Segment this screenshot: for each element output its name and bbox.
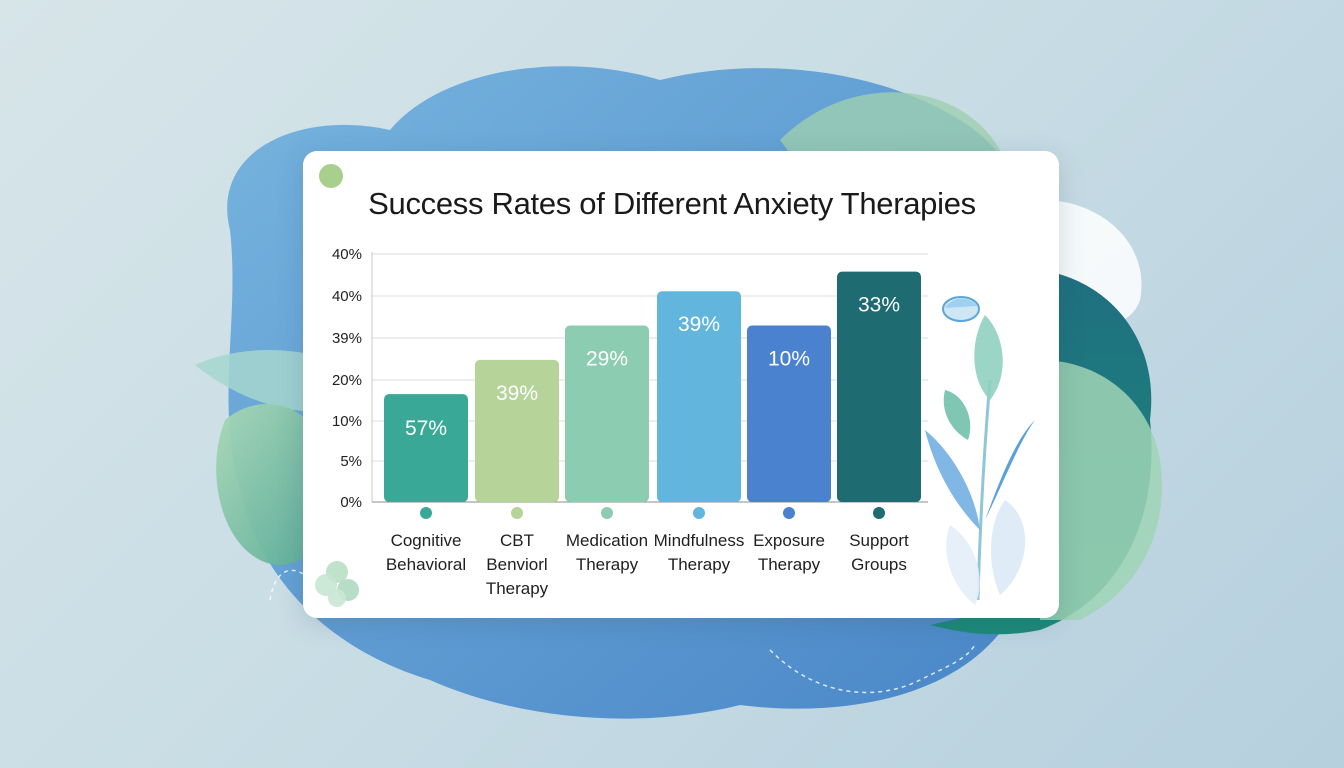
flower-icon [315, 561, 359, 607]
left-green-blob [216, 404, 331, 566]
y-tick-label: 0% [340, 494, 362, 511]
category-dot [873, 507, 885, 519]
x-tick-label-line: Therapy [485, 579, 549, 598]
bars: 57% 39% 29% 39% 10% 33% [384, 271, 921, 502]
x-tick-label-line: Exposure [753, 531, 825, 550]
x-tick-label-line: Therapy [757, 555, 821, 574]
x-tick-label: CBT Benviorl Therapy [457, 529, 577, 601]
bar [837, 271, 921, 502]
x-tick-label-line: CBT [500, 531, 534, 550]
category-dot [783, 507, 795, 519]
x-tick-label: Cognitive Behavioral [366, 529, 486, 577]
bottom-dash [769, 644, 976, 694]
accent-dot [319, 164, 343, 188]
x-tick-label: Support Groups [819, 529, 939, 577]
bar [475, 359, 559, 502]
y-tick-label: 20% [332, 372, 362, 389]
y-axis-ticks: 40% 40% 39% 20% 10% 5% 0% [332, 246, 362, 511]
category-dot [511, 507, 523, 519]
x-tick-label-line: Behavioral [385, 555, 467, 574]
bar [657, 291, 741, 502]
bar-value-label: 57% [405, 417, 447, 440]
x-tick-label-line: Therapy [667, 555, 731, 574]
category-dot [693, 507, 705, 519]
pill-icon [942, 296, 980, 322]
x-tick-label: Medication Therapy [547, 529, 667, 577]
category-dot [420, 507, 432, 519]
x-tick-label-line: Medication [565, 531, 649, 550]
x-tick-label-line: Cognitive [390, 531, 462, 550]
y-tick-label: 10% [332, 413, 362, 430]
light-green-blob [1040, 360, 1162, 620]
left-dash [269, 569, 306, 601]
category-dots [420, 507, 885, 519]
leaf-plant-icon [925, 315, 1035, 605]
x-tick-label-line: Benviorl [486, 555, 548, 574]
bar [747, 325, 831, 502]
x-tick-label-line: Groups [851, 555, 907, 574]
x-tick-label-line: Support [849, 531, 909, 550]
bar-value-label: 39% [678, 313, 720, 336]
x-tick-label-line: Mindfulness [653, 531, 745, 550]
chart-title: Success Rates of Different Anxiety Thera… [368, 186, 976, 221]
bar-value-label: 33% [858, 294, 900, 317]
bar-value-label: 39% [496, 382, 538, 405]
y-tick-label: 40% [332, 246, 362, 263]
y-tick-label: 40% [332, 288, 362, 305]
bar [565, 325, 649, 502]
bar [384, 394, 468, 502]
y-tick-label: 39% [332, 330, 362, 347]
category-dot [601, 507, 613, 519]
x-tick-label: Mindfulness Therapy [639, 529, 759, 577]
bar-value-label: 29% [586, 348, 628, 371]
x-tick-label-line: Therapy [575, 555, 639, 574]
bar-value-label: 10% [768, 348, 810, 371]
x-tick-label: Exposure Therapy [729, 529, 849, 577]
y-tick-label: 5% [340, 453, 362, 470]
